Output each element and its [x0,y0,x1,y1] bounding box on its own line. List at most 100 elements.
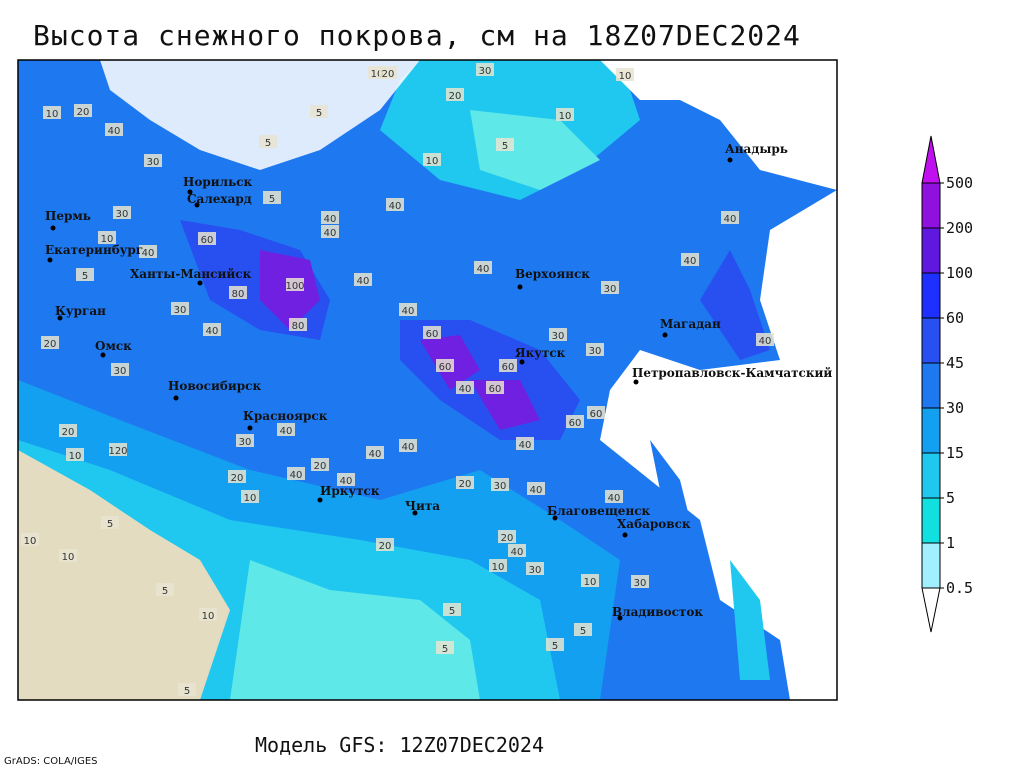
colorbar-label: 100 [946,264,973,282]
contour-label-box [496,138,514,151]
map [18,60,837,700]
contour-label: 40 [324,228,337,239]
contour-label-box [581,574,599,587]
contour-label: 40 [459,384,472,395]
contour-label-box [337,473,355,486]
city-dot [173,395,179,401]
colorbar-under [921,587,941,633]
contour-label: 10 [584,577,597,588]
contour-label-box [443,603,461,616]
city-label: Курган [55,304,106,318]
contour-label-box [546,638,564,651]
contour-label: 10 [69,451,82,462]
contour-label-box [566,415,584,428]
contour-label-box [379,66,397,79]
city-label: Владивосток [612,605,703,619]
contour-label-box [721,211,739,224]
contour-label: 40 [402,442,415,453]
colorbar-segment [921,272,941,319]
contour-label-box [354,273,372,286]
city-dot [552,515,558,521]
contour-label-box [605,490,623,503]
contour-label-box [436,359,454,372]
colorbar-segment [921,452,941,499]
city-dot [727,157,733,163]
contour-label: 20 [231,473,244,484]
contour-label-box [527,482,545,495]
contour-label-box [476,63,494,76]
city-label: Анадырь [725,142,788,156]
city-dot [412,510,418,516]
contour-label-box [549,328,567,341]
city-label: Омск [95,339,132,353]
map-frame [17,59,838,701]
contour-label: 30 [494,481,507,492]
contour-label-box [144,154,162,167]
city-label: Хабаровск [617,517,691,531]
colorbar-label: 5 [946,489,955,507]
contour-label: 40 [280,426,293,437]
title: Высота снежного покрова, см на 18Z07DEC2… [33,19,801,52]
city-label: Ханты-Мансийск [130,267,252,281]
contour-label: 10 [244,493,257,504]
contour-label: 5 [269,194,275,205]
contour-label: 80 [292,321,305,332]
contour-label: 10 [202,611,215,622]
contour-label: 40 [511,547,524,558]
colorbar-label: 200 [946,219,973,237]
contour-label: 20 [382,69,395,80]
colorbar-label: 500 [946,174,973,192]
city-label: Красноярск [243,409,328,423]
contour-label: 40 [477,264,490,275]
contour-label-box [198,232,216,245]
contour-label: 20 [44,339,57,350]
contour-label: 10 [46,109,59,120]
contour-label: 40 [724,214,737,225]
contour-label-box [498,530,516,543]
contour-label-box [399,303,417,316]
snow-zone [470,110,600,190]
city-label: Екатеринбург [45,243,143,257]
city-dot [47,257,53,263]
contour-label: 40 [608,493,621,504]
contour-label-box [574,623,592,636]
contour-label-box [486,381,504,394]
bare-ground [18,450,230,700]
contour-label: 60 [569,418,582,429]
contour-label: 40 [108,126,121,137]
contour-label-box [399,439,417,452]
contour-label-box [228,470,246,483]
contour-label: 60 [426,329,439,340]
contour-label-box [616,68,634,81]
colorbar-label: 30 [946,399,964,417]
city-dot [50,225,56,231]
contour-label: 10 [619,71,632,82]
contour-label: 40 [530,485,543,496]
contour-label: 20 [62,427,75,438]
contour-label: 40 [357,276,370,287]
ocean [600,60,837,190]
contour-label: 40 [142,248,155,259]
contour-label-box [171,302,189,315]
city-label: Иркутск [320,484,380,498]
contour-label-box [236,434,254,447]
colorbar-segment [921,407,941,454]
contour-label-box [59,549,77,562]
city-dot [197,280,203,286]
contour-label: 60 [590,409,603,420]
city-label: Верхоянск [515,267,590,281]
contour-label: 10 [62,552,75,563]
contour-label: 20 [314,461,327,472]
contour-label-box [111,363,129,376]
colorbar-label: 15 [946,444,964,462]
contour-label: 40 [402,306,415,317]
contour-label: 100 [285,281,304,292]
snow-zone [420,335,540,430]
contour-label: 30 [114,366,127,377]
city-label: Салехард [187,192,252,206]
contour-label-box [386,198,404,211]
city-dot [519,359,525,365]
contour-label-box [499,359,517,372]
contour-label-box [587,406,605,419]
